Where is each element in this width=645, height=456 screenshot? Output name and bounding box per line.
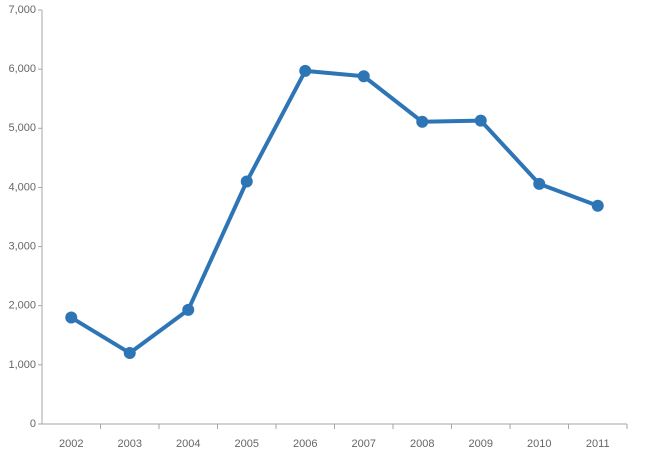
y-tick-label: 6,000 — [8, 63, 36, 75]
x-tick-label: 2009 — [469, 438, 493, 450]
y-tick-label: 1,000 — [8, 359, 36, 371]
y-tick-label: 5,000 — [8, 122, 36, 134]
marker — [299, 64, 312, 77]
marker — [474, 114, 487, 127]
marker — [357, 70, 370, 83]
y-tick-label: 2,000 — [8, 300, 36, 312]
x-tick-label: 2010 — [527, 438, 551, 450]
marker — [533, 177, 546, 190]
marker — [240, 175, 253, 188]
y-tick-label: 3,000 — [8, 240, 36, 252]
y-tick-label: 7,000 — [8, 4, 36, 16]
x-tick-label: 2005 — [235, 438, 259, 450]
x-tick-label: 2008 — [410, 438, 434, 450]
x-tick-label: 2011 — [586, 438, 610, 450]
marker — [416, 115, 429, 128]
marker — [182, 303, 195, 316]
y-tick-label: 0 — [30, 418, 36, 430]
x-tick-label: 2002 — [59, 438, 83, 450]
marker — [591, 199, 604, 212]
line — [70, 68, 599, 356]
y-tick-label: 4,000 — [8, 181, 36, 193]
x-tick-label: 2006 — [293, 438, 317, 450]
x-tick-label: 2003 — [118, 438, 142, 450]
marker — [65, 311, 78, 324]
x-tick-label: 2004 — [176, 438, 200, 450]
marker — [123, 347, 136, 360]
x-tick-label: 2007 — [352, 438, 376, 450]
